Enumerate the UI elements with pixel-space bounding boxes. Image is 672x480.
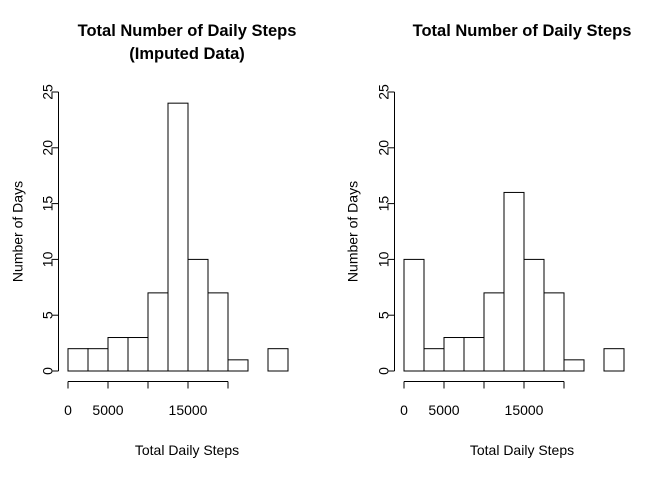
histogram-bar bbox=[207, 292, 229, 372]
histogram-bar bbox=[227, 359, 249, 372]
x-axis-label: Total Daily Steps bbox=[470, 442, 574, 458]
y-tick-label: 25 bbox=[376, 84, 392, 100]
y-tick-label: 15 bbox=[376, 196, 392, 212]
y-tick-label: 5 bbox=[376, 311, 392, 319]
histogram-panel-2: Total Number of Daily Steps 0 5000 15000 0 5 1… bbox=[345, 22, 632, 458]
y-tick-label: 15 bbox=[40, 196, 56, 212]
y-axis-label: Number of Days bbox=[345, 181, 361, 282]
histogram-panel-1: Total Number of Daily Steps (Imputed Data… bbox=[10, 22, 297, 458]
histogram-bar bbox=[67, 348, 89, 372]
histogram-bar bbox=[147, 292, 169, 372]
histogram-bar bbox=[503, 191, 525, 372]
histogram-bar bbox=[483, 292, 505, 372]
chart-title-line-1: Total Number of Daily Steps bbox=[78, 22, 297, 40]
histogram-bar bbox=[167, 102, 189, 372]
histogram-bar bbox=[187, 258, 209, 372]
histogram-bar bbox=[127, 337, 149, 372]
x-tick-label: 15000 bbox=[169, 402, 208, 418]
histogram-bar bbox=[403, 258, 425, 372]
x-tick-label: 5000 bbox=[92, 402, 123, 418]
histogram-bar bbox=[603, 348, 625, 372]
histogram-bar bbox=[523, 258, 545, 372]
histogram-bar bbox=[423, 348, 445, 372]
y-tick-label: 20 bbox=[376, 140, 392, 156]
x-tick-label: 0 bbox=[64, 402, 72, 418]
y-tick-label: 10 bbox=[376, 251, 392, 267]
y-axis-label: Number of Days bbox=[10, 181, 26, 282]
y-tick-label: 0 bbox=[40, 367, 56, 375]
x-tick-label: 15000 bbox=[505, 402, 544, 418]
histogram-bar bbox=[563, 359, 585, 372]
histogram-bar bbox=[267, 348, 289, 372]
y-tick-label: 0 bbox=[376, 367, 392, 375]
y-tick-label: 25 bbox=[40, 84, 56, 100]
histogram-bar bbox=[443, 337, 465, 372]
histogram-bar bbox=[107, 337, 129, 372]
chart-title: Total Number of Daily Steps bbox=[413, 22, 632, 40]
y-tick-label: 10 bbox=[40, 251, 56, 267]
x-tick-label: 0 bbox=[400, 402, 408, 418]
y-tick-label: 5 bbox=[40, 311, 56, 319]
y-tick-label: 20 bbox=[40, 140, 56, 156]
x-axis-label: Total Daily Steps bbox=[135, 442, 239, 458]
x-tick-label: 5000 bbox=[428, 402, 459, 418]
histogram-bar bbox=[463, 337, 485, 372]
histogram-bar bbox=[543, 292, 565, 372]
histogram-bar bbox=[87, 348, 109, 372]
chart-title-line-2: (Imputed Data) bbox=[129, 45, 245, 63]
